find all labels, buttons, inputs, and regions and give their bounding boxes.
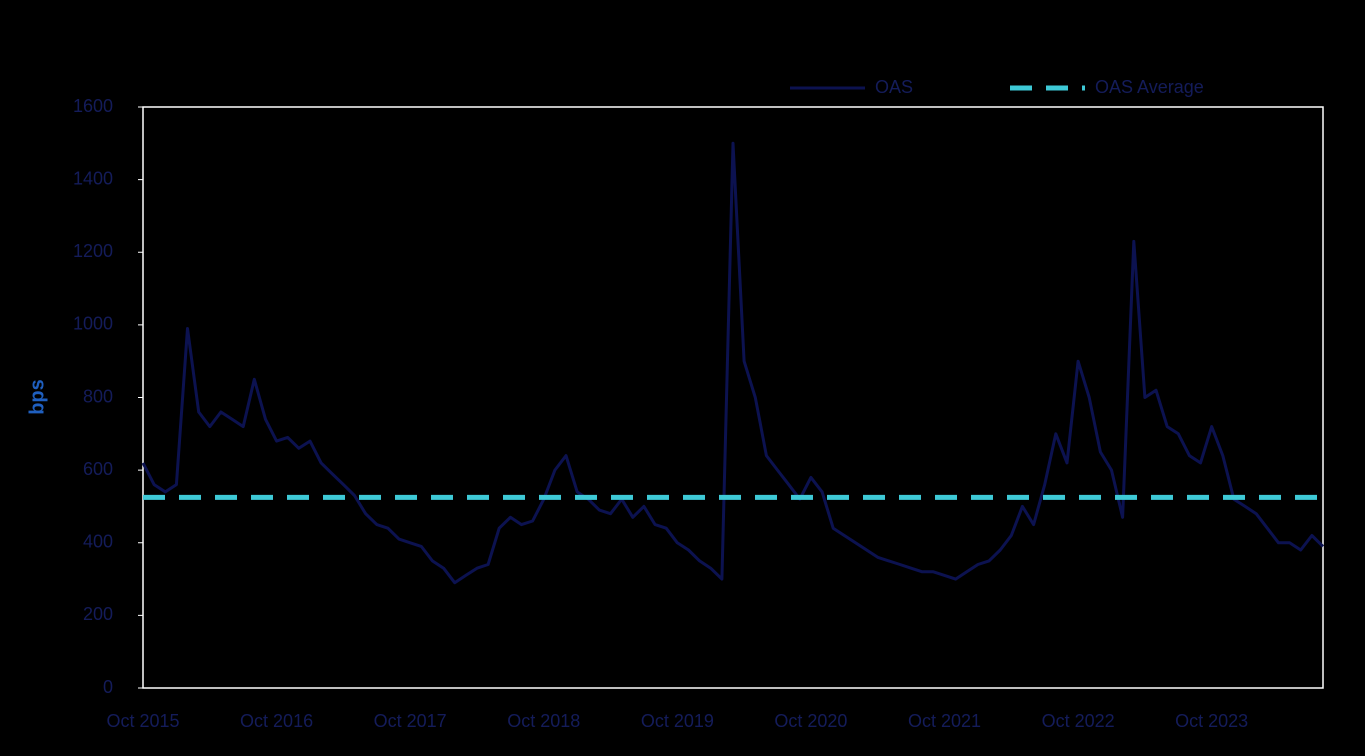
x-tick-label: Oct 2018 xyxy=(507,711,580,731)
x-tick-label: Oct 2016 xyxy=(240,711,313,731)
y-tick-label: 1000 xyxy=(73,314,113,334)
x-tick-label: Oct 2015 xyxy=(106,711,179,731)
y-tick-label: 400 xyxy=(83,532,113,552)
x-tick-label: Oct 2017 xyxy=(374,711,447,731)
x-tick-label: Oct 2020 xyxy=(774,711,847,731)
y-tick-label: 600 xyxy=(83,459,113,479)
y-axis-label: bps xyxy=(26,379,48,415)
y-tick-label: 200 xyxy=(83,604,113,624)
y-tick-label: 1200 xyxy=(73,241,113,261)
series-line xyxy=(141,141,1325,585)
y-tick-label: 0 xyxy=(103,677,113,697)
y-tick-label: 800 xyxy=(83,386,113,406)
x-tick-label: Oct 2021 xyxy=(908,711,981,731)
y-tick-label: 1600 xyxy=(73,96,113,116)
legend-label: OAS xyxy=(875,77,913,97)
legend-label: OAS Average xyxy=(1095,77,1204,97)
y-tick-label: 1400 xyxy=(73,168,113,188)
x-tick-label: Oct 2019 xyxy=(641,711,714,731)
x-tick-label: Oct 2023 xyxy=(1175,711,1248,731)
x-tick-label: Oct 2022 xyxy=(1042,711,1115,731)
